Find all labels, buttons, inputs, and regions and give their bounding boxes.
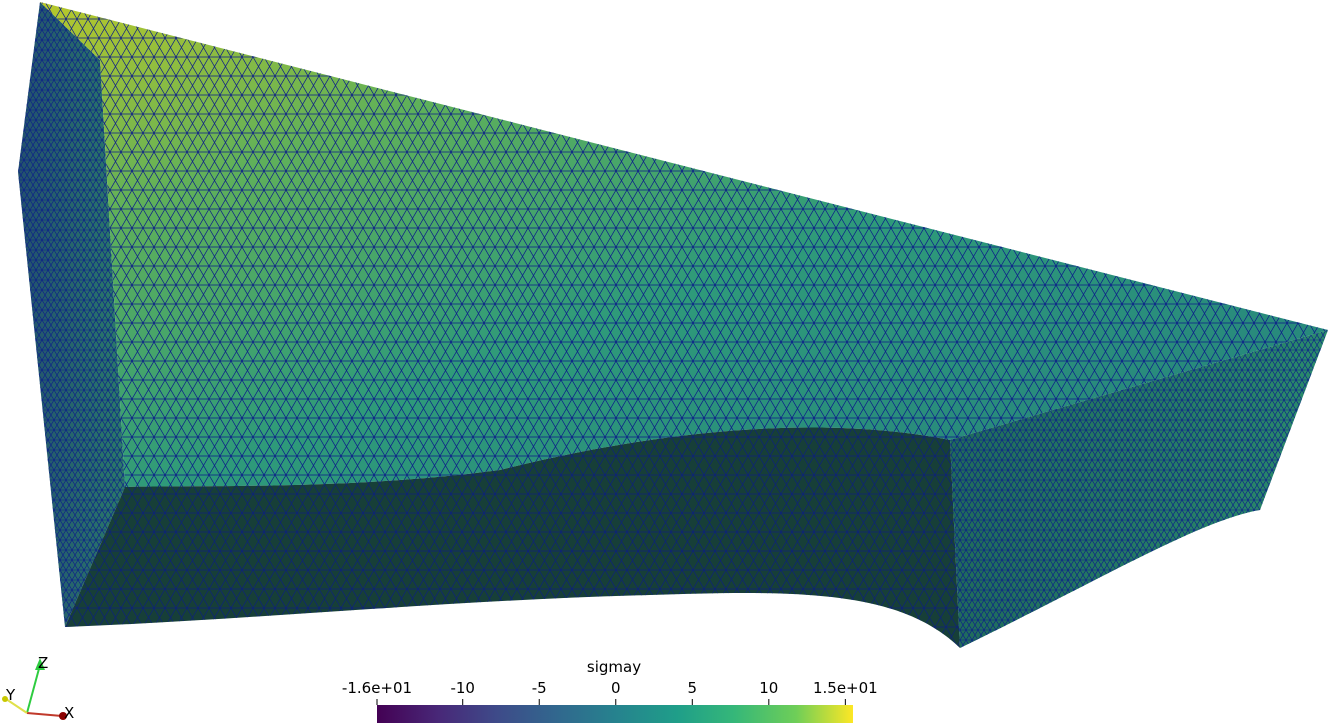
colorbar-tick-label: -5 (532, 679, 547, 697)
colorbar-tick-label: -1.6e+01 (342, 679, 412, 697)
axis-label: Y (5, 686, 16, 704)
orientation-axes: Z Y X (2, 654, 74, 722)
colorbar-tick-label: 1.5e+01 (813, 679, 878, 697)
axis-label: X (64, 704, 74, 722)
colorbar (377, 705, 853, 723)
colorbar-tick-label: 0 (611, 679, 621, 697)
colorbar-tick-label: 10 (759, 679, 778, 697)
mesh (18, 2, 1328, 648)
colorbar-tick-label: 5 (688, 679, 698, 697)
colorbar-tick-label: -10 (450, 679, 475, 697)
axis-label: Z (38, 654, 48, 672)
colorbar-title: sigmay (587, 658, 641, 676)
